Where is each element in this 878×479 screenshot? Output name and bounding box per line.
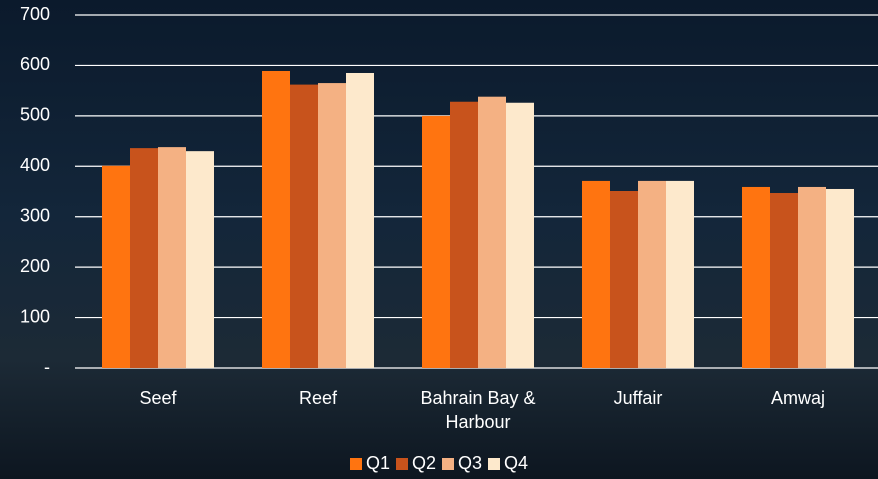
bar: [450, 101, 478, 368]
y-tick-label: -: [44, 357, 50, 377]
legend-item: Q4: [488, 453, 528, 474]
bar: [742, 186, 770, 368]
x-tick-label: Seef: [139, 388, 177, 408]
legend-item: Q2: [395, 453, 436, 474]
bar: [506, 102, 534, 368]
bar: [770, 193, 798, 368]
legend-swatch: [349, 457, 362, 470]
bar: [346, 72, 374, 368]
bar: [478, 96, 506, 369]
y-tick-label: 100: [20, 306, 50, 326]
x-tick-label: Amwaj: [770, 388, 825, 408]
bar: [638, 180, 666, 368]
y-tick-label: 200: [20, 256, 50, 276]
y-tick-label: 700: [20, 4, 50, 24]
y-tick-label: 500: [20, 105, 50, 125]
bar: [610, 190, 638, 368]
legend-label: Q1: [365, 453, 390, 473]
bar: [130, 148, 158, 368]
bar: [798, 186, 826, 368]
bar: [422, 115, 450, 368]
legend-item: Q3: [442, 453, 482, 474]
y-tick-label: 300: [20, 205, 50, 225]
bar: [158, 147, 186, 368]
legend-swatch: [442, 457, 454, 470]
bar: [262, 70, 290, 369]
bar: [102, 165, 130, 368]
bar: [826, 188, 854, 368]
bar: [318, 83, 346, 368]
bar: [290, 84, 318, 368]
bar: [666, 180, 694, 368]
y-tick-label: 600: [20, 54, 50, 74]
x-tick-label: Reef: [298, 388, 338, 408]
x-tick-label: Juffair: [613, 388, 663, 408]
y-tick-label: 400: [20, 155, 50, 175]
legend-swatch: [395, 457, 408, 470]
x-tick-label: Bahrain Bay & Harbour: [420, 388, 536, 432]
bar: [186, 151, 214, 368]
legend-label: Q4: [504, 453, 529, 473]
legend-label: Q3: [458, 453, 483, 473]
legend: Q1 Q2 Q3 Q4: [0, 453, 878, 474]
legend-item: Q1: [349, 453, 390, 474]
bar: [582, 180, 610, 368]
legend-label: Q2: [411, 453, 436, 473]
legend-swatch: [488, 457, 501, 470]
